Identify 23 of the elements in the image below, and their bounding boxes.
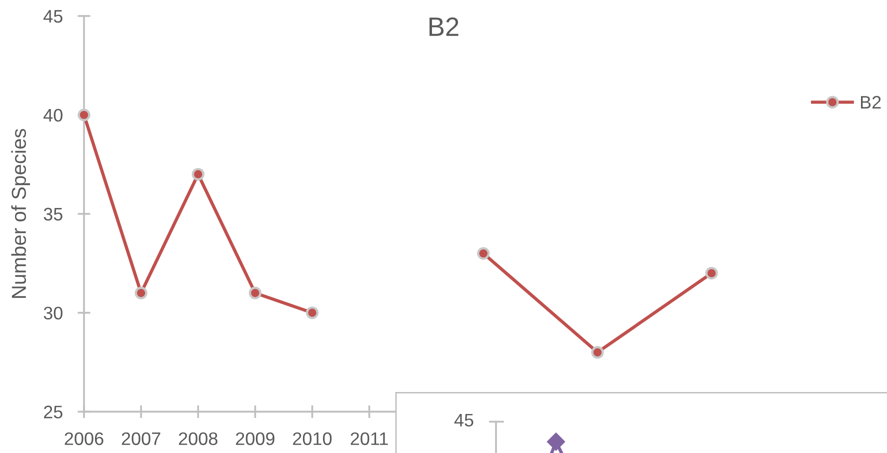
point — [192, 168, 204, 181]
point — [477, 247, 490, 260]
x-tick-label: 2008 — [178, 432, 218, 446]
text: 45 — [454, 414, 474, 427]
x-tick-label: 2007 — [122, 432, 160, 446]
point — [591, 346, 604, 359]
y-axis-title: Number of Species — [11, 128, 30, 298]
point — [134, 286, 148, 300]
x-tick-label: 2011 — [350, 432, 388, 446]
point — [705, 266, 718, 280]
y-tick-label: 30 — [44, 306, 62, 320]
point — [248, 286, 262, 300]
x-tick-label: 2009 — [236, 432, 274, 446]
point — [306, 306, 319, 320]
y-tick-label: 45 — [44, 10, 62, 23]
legend-label: B2 — [861, 96, 881, 109]
y-tick-label: 35 — [44, 208, 62, 221]
x-tick-label: 2010 — [293, 432, 332, 446]
y-tick-label: 25 — [44, 406, 62, 418]
point — [78, 108, 90, 122]
x-tick-label: 2006 — [64, 432, 104, 446]
y-tick-label: 40 — [44, 108, 62, 122]
chart-title: B2 — [430, 17, 458, 36]
